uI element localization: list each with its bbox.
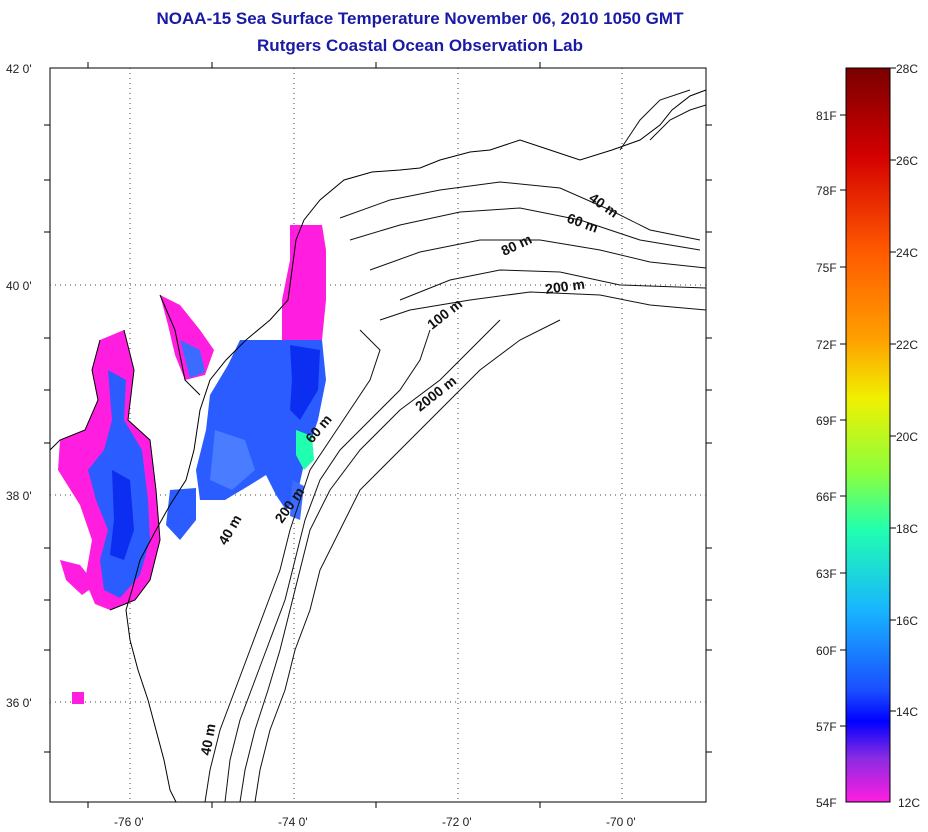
coastline (49, 89, 707, 803)
cb-f-72: 72F (816, 338, 837, 352)
axis-ticks (44, 62, 712, 808)
cb-c-12: 12C (898, 796, 920, 810)
cb-c-18: 18C (896, 522, 918, 536)
sst-chesapeake (58, 295, 214, 610)
cb-c-20: 20C (896, 430, 918, 444)
bathymetry-contours (204, 89, 707, 803)
lon-label-70: -70 0' (606, 815, 636, 829)
cb-f-66: 66F (816, 490, 837, 504)
lat-label-42: 42 0' (6, 62, 32, 76)
cb-f-63: 63F (816, 567, 837, 581)
cb-f-81: 81F (816, 109, 837, 123)
map-title: NOAA-15 Sea Surface Temperature November… (156, 9, 684, 28)
cb-c-28: 28C (896, 62, 918, 76)
longitude-labels: -76 0' -74 0' -72 0' -70 0' (114, 815, 636, 829)
cb-f-60: 60F (816, 644, 837, 658)
depth-label-200m: 200 m (544, 276, 586, 297)
lat-label-38: 38 0' (6, 489, 32, 503)
colorbar-ticks (840, 67, 896, 727)
lon-label-76: -76 0' (114, 815, 144, 829)
latitude-labels: 42 0' 40 0' 38 0' 36 0' (6, 62, 32, 710)
colorbar-celsius-labels: 28C 26C 24C 22C 20C 18C 16C 14C 12C (896, 62, 920, 810)
map-subtitle: Rutgers Coastal Ocean Observation Lab (257, 36, 583, 55)
cb-f-54: 54F (816, 796, 837, 810)
cb-c-26: 26C (896, 154, 918, 168)
colorbar (845, 67, 891, 803)
cb-c-22: 22C (896, 338, 918, 352)
sst-shelf (72, 225, 326, 704)
cb-f-75: 75F (816, 261, 837, 275)
cb-c-16: 16C (896, 614, 918, 628)
cb-f-57: 57F (816, 720, 837, 734)
cb-c-14: 14C (896, 705, 918, 719)
depth-label-40m-bottom: 40 m (197, 722, 218, 756)
lon-label-72: -72 0' (442, 815, 472, 829)
lon-label-74: -74 0' (278, 815, 308, 829)
map-frame (49, 67, 707, 803)
lat-label-36: 36 0' (6, 696, 32, 710)
cb-c-24: 24C (896, 246, 918, 260)
cb-f-69: 69F (816, 414, 837, 428)
colorbar-fahrenheit-labels: 81F 78F 75F 72F 69F 66F 63F 60F 57F 54F (816, 109, 837, 810)
cb-f-78: 78F (816, 184, 837, 198)
lat-label-40: 40 0' (6, 279, 32, 293)
